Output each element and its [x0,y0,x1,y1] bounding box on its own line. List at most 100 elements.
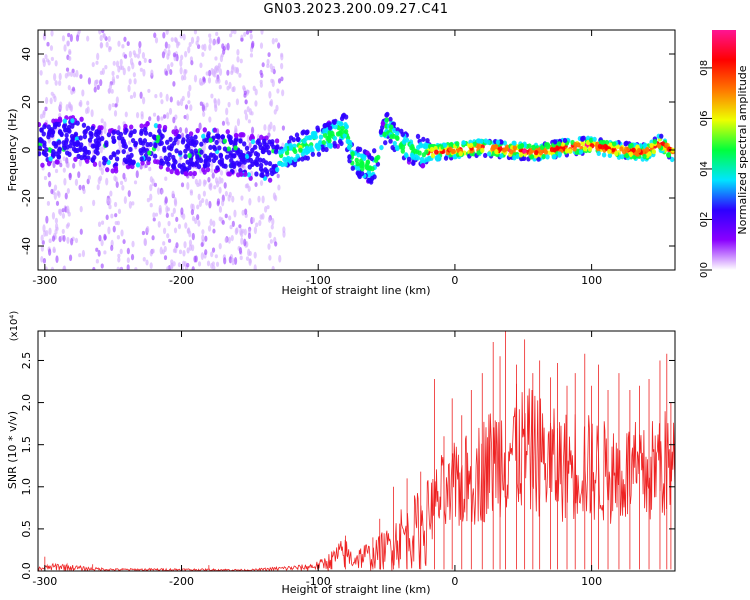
spectrogram-cell [240,37,244,42]
spectrogram-cell [198,157,204,164]
spectrogram-cell [141,230,146,236]
spectrogram-cell [48,156,53,162]
spectrogram-cell [188,170,193,177]
spectrogram-cell [183,68,187,77]
spectrogram-cell [218,152,224,158]
spectrogram-cell [243,171,248,177]
spectrogram-cell [599,139,604,146]
spectrogram-cell [248,157,254,164]
spectrogram-cell [65,157,69,165]
spectrogram-cell [259,79,263,84]
spectrogram-cell [536,156,541,162]
spectrogram-cell [189,104,193,111]
spectrogram-cell [265,171,270,177]
spectrogram-cell [274,194,278,202]
spectrogram-cell [133,142,138,148]
spectrogram-cell [70,118,75,124]
spectrogram-cell [77,30,81,35]
spectrogram-cell [207,69,212,77]
spectrogram-cell [166,112,170,120]
spectrogram-cell [267,52,271,58]
spectrogram-cell [223,182,227,189]
spectrogram-cell [103,250,107,255]
spectrogram-cell [597,143,603,149]
spectrogram-cell [45,215,49,224]
spectrogram-cell [385,111,390,117]
spectrogram-cell [322,122,328,129]
spectrogram-cell [124,127,129,134]
y-tick-label: 1.5 [20,436,33,454]
spectrogram-cell [130,253,135,261]
spectrogram-cell [75,34,80,42]
spectrogram-cell [54,217,59,224]
spectrogram-cell [247,119,251,124]
spectrogram-cell [274,138,280,144]
spectrogram-cell [214,254,218,259]
spectrogram-cell [483,152,488,159]
spectrogram-cell [235,67,240,75]
spectrogram-cell [65,67,70,72]
spectrogram-cell [166,266,170,270]
spectrogram-cell [146,225,150,234]
spectrogram-cell [87,175,92,180]
spectrogram-cell [146,156,152,162]
spectrogram-cell [67,211,71,217]
spectrogram-cell [195,155,200,161]
spectrogram-cell [78,135,83,141]
spectrogram-cell [107,226,111,235]
spectrogram-cell [66,71,71,77]
spectrogram-cell [355,170,360,176]
spectrogram-cell [316,151,322,157]
spectrogram-cell [40,234,44,242]
spectrogram-cell [101,30,105,34]
spectrogram-cell [184,143,189,149]
spectrogram-cell [172,116,176,124]
spectrogram-cell [99,79,103,87]
spectrogram-cell [218,242,222,250]
spectrogram-cell [194,255,198,263]
spectrogram-cell [47,171,51,178]
spectrogram-cell [195,40,199,46]
spectrogram-cell [50,188,54,195]
spectrogram-cell [96,52,100,61]
spectrogram-cell [607,152,613,159]
spectrogram-cell [213,104,218,109]
spectrogram-cell [332,119,337,125]
spectrogram-cell [233,145,238,151]
spectrogram-cell [79,116,84,122]
spectrogram-cell [430,153,436,159]
spectrogram-cell [202,179,206,187]
spectrogram-cell [74,178,79,186]
spectrogram-cell [136,53,140,59]
colorbar-label: Normalized spectral amplitude [736,65,749,234]
spectrogram-cell [509,149,514,155]
spectrogram-cell [604,139,610,146]
spectrogram-cell [301,129,306,135]
spectrogram-cell [54,159,60,165]
spectrogram-cell [167,238,172,243]
spectrogram-cell [267,139,272,145]
spectrogram-cell [44,96,49,105]
spectrogram-cell [123,196,127,205]
spectrogram-cell [86,178,90,185]
spectrogram-cell [269,170,275,177]
x-tick-label: 0 [451,274,458,287]
spectrogram-cell [91,154,97,161]
spectrogram-cell [139,164,143,170]
spectrogram-cell [424,149,429,155]
spectrogram-cell [169,68,173,76]
spectrogram-cell [177,262,182,268]
spectrogram-cell [226,85,230,91]
spectrogram-cell [215,261,220,267]
spectrogram-cell [541,153,547,160]
spectrogram-cell [77,171,81,179]
spectrogram-cell [217,145,222,151]
spectrogram-cell [339,140,344,147]
spectrogram-cell [322,132,328,138]
spectrogram-cell [210,93,214,99]
spectrogram-cell [552,153,557,160]
spectrogram-cell [233,209,237,218]
spectrogram-cell [669,156,675,163]
spectrogram-cell [42,257,47,264]
spectrogram-cell [161,51,166,59]
